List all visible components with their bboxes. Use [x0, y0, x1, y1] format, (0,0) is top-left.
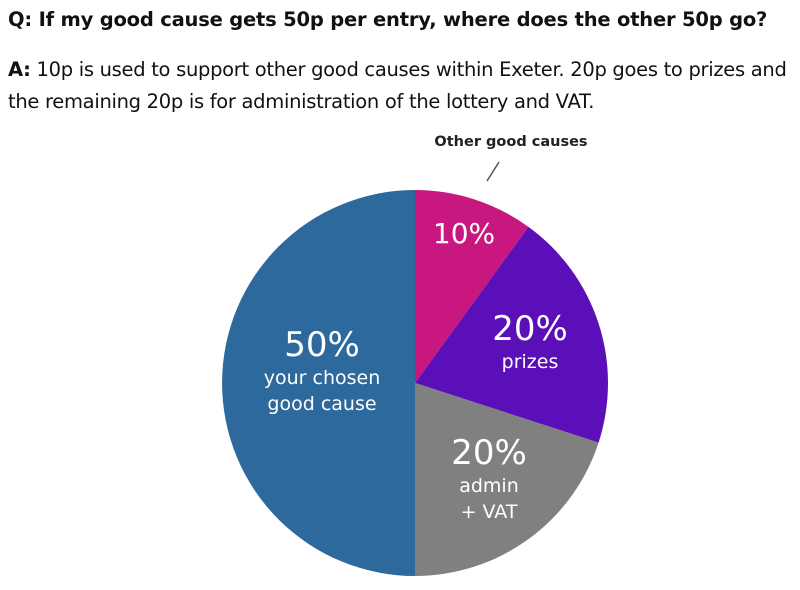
- answer-text: 10p is used to support other good causes…: [8, 58, 787, 113]
- slice-prizes-label: prizes: [502, 351, 559, 373]
- callout-label: Other good causes: [434, 134, 587, 150]
- slice-admin-vat-label: + VAT: [461, 501, 518, 523]
- slice-admin-vat-label: admin: [459, 475, 519, 497]
- answer-prefix: A:: [8, 58, 31, 81]
- question-heading: Q: If my good cause gets 50p per entry, …: [8, 8, 768, 31]
- slice-good-cause-label: good cause: [267, 393, 376, 415]
- slice-other-good-causes: [415, 190, 529, 383]
- answer-paragraph: A: 10p is used to support other good cau…: [8, 54, 792, 118]
- slice-prizes-percent: 20%: [492, 309, 568, 349]
- slice-good-cause: [222, 190, 415, 576]
- slice-prizes: [415, 226, 608, 443]
- slice-other-good-causes-percent: 10%: [433, 217, 495, 250]
- callout-line: [486, 161, 500, 182]
- slice-admin-vat-percent: 20%: [451, 433, 527, 473]
- slice-admin-vat: [415, 383, 599, 576]
- slice-good-cause-percent: 50%: [284, 325, 360, 365]
- slice-good-cause-label: your chosen: [264, 367, 381, 389]
